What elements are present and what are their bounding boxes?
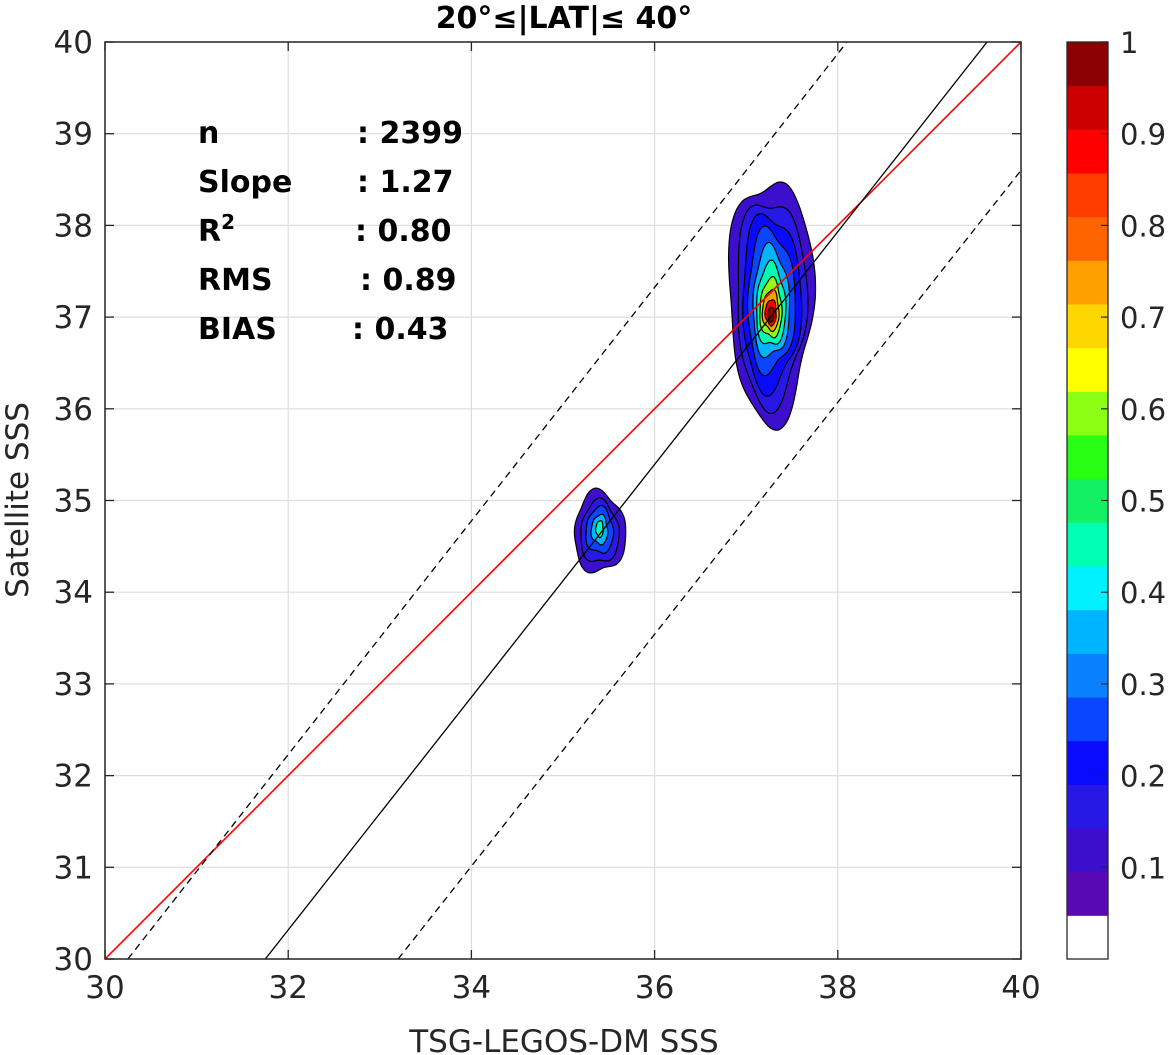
colorbar-tick-label: 0.8	[1120, 209, 1166, 243]
colorbar-tick-label: 0.1	[1120, 851, 1166, 885]
stat-value: : 2399	[357, 116, 463, 151]
x-tick-label: 40	[1001, 970, 1040, 1006]
x-tick-label: 38	[818, 970, 857, 1006]
colorbar-segment	[1067, 871, 1108, 916]
y-tick-label: 37	[54, 300, 93, 336]
x-tick-label: 34	[452, 970, 491, 1006]
colorbar-segment	[1067, 653, 1108, 698]
colorbar-tick-label: 1	[1120, 26, 1138, 60]
chart-title: 20°≤|LAT|≤ 40°	[436, 1, 693, 36]
colorbar-tick-label: 0.6	[1120, 393, 1166, 427]
colorbar-segment	[1067, 522, 1108, 567]
y-tick-label: 34	[54, 575, 93, 611]
colorbar-tick-label: 0.2	[1120, 760, 1166, 794]
y-tick-label: 30	[54, 942, 93, 978]
colorbar-segment	[1067, 566, 1108, 611]
colorbar-tick-label: 0.4	[1120, 576, 1166, 610]
colorbar-segment	[1067, 697, 1108, 742]
stat-label: RMS	[198, 263, 273, 298]
colorbar-tick-label: 0.7	[1120, 301, 1166, 335]
x-tick-label: 30	[85, 970, 124, 1006]
stat-value: : 0.43	[352, 312, 448, 347]
colorbar-segment	[1067, 740, 1108, 785]
reference-lines	[105, 42, 1021, 959]
colorbar-segment	[1067, 391, 1108, 436]
stat-label: Slope	[198, 165, 292, 200]
y-tick-label: 39	[54, 117, 93, 153]
colorbar-segment	[1067, 42, 1108, 87]
colorbar-tick-label: 0.3	[1120, 668, 1166, 702]
x-axis-title: TSG-LEGOS-DM SSS	[408, 1024, 718, 1055]
colorbar-segment	[1067, 260, 1108, 305]
colorbar-segment	[1067, 216, 1108, 261]
stat-value: : 0.89	[360, 263, 456, 298]
colorbar-segment	[1067, 85, 1108, 130]
y-axis-title: Satellite SSS	[0, 402, 36, 598]
stat-label: n	[198, 116, 219, 151]
colorbar: 0.1 0.2 0.3 0.4 0.5 0.6 0.7 0.8 0.9 1	[1066, 26, 1166, 960]
colorbar-segment	[1067, 915, 1108, 960]
stat-label: BIAS	[198, 312, 277, 347]
y-tick-label: 38	[54, 208, 93, 244]
density-contour	[595, 520, 604, 539]
tick-labels: 30 32 34 36 38 40 30 31 32 33 34 35 36 37 38 39 40	[54, 25, 1041, 1006]
colorbar-segment	[1067, 784, 1108, 829]
y-tick-label: 36	[54, 392, 93, 428]
colorbar-segment	[1067, 609, 1108, 654]
colorbar-tick-label: 0.9	[1120, 118, 1166, 152]
grid-lines	[104, 41, 1022, 960]
stat-value: : 1.27	[357, 165, 453, 200]
x-tick-label: 36	[635, 970, 674, 1006]
x-tick-label: 32	[268, 970, 307, 1006]
colorbar-segment	[1067, 828, 1108, 873]
regression-line	[264, 42, 988, 959]
stat-value: : 0.80	[355, 214, 451, 249]
colorbar-tick-label: 0.5	[1120, 485, 1166, 519]
colorbar-segment	[1067, 173, 1108, 218]
colorbar-segment	[1067, 347, 1108, 392]
one-to-one-line	[105, 42, 1021, 959]
stat-superscript: 2	[221, 210, 235, 234]
y-tick-label: 33	[54, 667, 93, 703]
axes	[104, 41, 1022, 960]
y-tick-label: 40	[54, 25, 93, 61]
colorbar-segment	[1067, 129, 1108, 174]
y-tick-label: 32	[54, 759, 93, 795]
upper-bound-line	[127, 42, 848, 959]
colorbar-segment	[1067, 435, 1108, 480]
y-tick-label: 35	[54, 484, 93, 520]
colorbar-segment	[1067, 304, 1108, 349]
y-tick-label: 31	[54, 850, 93, 886]
